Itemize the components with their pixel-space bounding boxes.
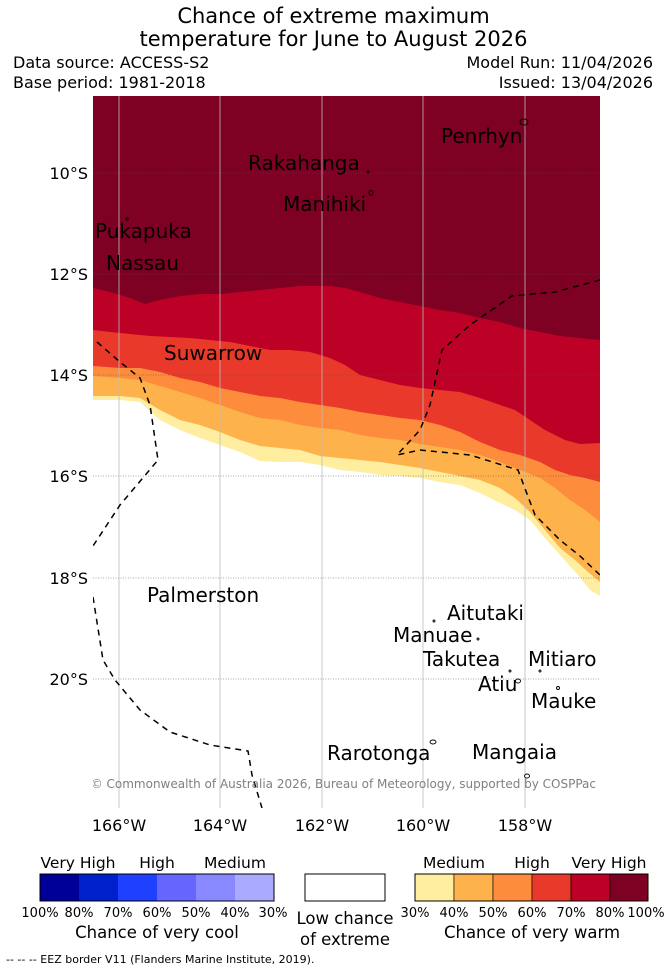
copyright-text: © Commonwealth of Australia 2026, Bureau… (91, 777, 596, 791)
legend-swatch (157, 874, 196, 901)
label-takutea: Takutea (422, 647, 500, 671)
lat-label: 14°S (49, 366, 88, 385)
lat-label: 20°S (49, 670, 88, 689)
base-period: Base period: 1981-2018 (13, 73, 206, 92)
legend-warm-label: Medium (423, 854, 485, 872)
lat-label: 18°S (49, 569, 88, 588)
legend-cool-pct: 40% (221, 906, 250, 921)
legend-cool-pct: 70% (104, 906, 133, 921)
island-markers (125, 118, 560, 779)
legend-warm-swatches (414, 873, 649, 902)
label-rarotonga: Rarotonga (327, 741, 430, 765)
legend-cool-label: Very High (40, 854, 115, 872)
title-line2: temperature for June to August 2026 (139, 27, 528, 51)
legend-cool-pct: 60% (143, 906, 172, 921)
legend-cool-pct: 100% (21, 906, 58, 921)
legend-swatch (79, 874, 118, 901)
data-source: Data source: ACCESS-S2 (13, 53, 210, 72)
lon-label: 164°W (193, 816, 248, 835)
legend-swatch (453, 873, 494, 902)
legend-warm-pct: 40% (440, 906, 469, 921)
label-penrhyn: Penrhyn (441, 124, 522, 148)
legend-swatch (492, 873, 533, 902)
place-labels: Penrhyn Rakahanga Manihiki Pukapuka Nass… (95, 124, 597, 765)
lon-label: 166°W (92, 816, 147, 835)
legend-swatch (196, 874, 235, 901)
legend-swatch (235, 874, 274, 901)
issued-date: Issued: 13/04/2026 (498, 73, 653, 92)
label-manuae: Manuae (393, 623, 472, 647)
legend-warm-pct: 60% (518, 906, 547, 921)
legend-cool-pct: 80% (65, 906, 94, 921)
legend-cool-caption: Chance of very cool (75, 923, 239, 942)
legend-cool-swatches (39, 873, 275, 902)
legend-warm-label: Very High (571, 854, 646, 872)
legend-warm-pct: 70% (557, 906, 586, 921)
legend-low-caption2: of extreme (300, 930, 390, 949)
legend-swatch (609, 873, 649, 902)
lat-gridlines (93, 172, 600, 680)
label-mitiaro: Mitiaro (528, 647, 597, 671)
legend-warm-pct: 100% (627, 906, 664, 921)
legend-cool-pct: 50% (182, 906, 211, 921)
label-pukapuka: Pukapuka (95, 219, 192, 243)
legend-warm-pct: 50% (479, 906, 508, 921)
legend-warm: Medium High Very High 30% 40% 50% 60% 70… (401, 854, 665, 942)
lat-label: 12°S (49, 265, 88, 284)
lat-labels: 10°S 12°S 14°S 16°S 18°S 20°S (49, 164, 88, 689)
title-line1: Chance of extreme maximum (177, 4, 490, 28)
legend-warm-pct: 30% (401, 906, 430, 921)
legend-cool-label: Medium (204, 854, 266, 872)
legend-cool-label: High (139, 854, 175, 872)
legend-low-swatch (304, 873, 386, 902)
legend-warm-pct: 80% (596, 906, 625, 921)
legend-swatch (414, 873, 455, 902)
legend-swatch (531, 873, 572, 902)
lon-label: 160°W (396, 816, 451, 835)
label-atiu: Atiu (478, 672, 517, 696)
model-run: Model Run: 11/04/2026 (466, 53, 654, 72)
map-plot-area: Penrhyn Rakahanga Manihiki Pukapuka Nass… (91, 96, 600, 808)
label-nassau: Nassau (106, 251, 179, 275)
label-suwarrow: Suwarrow (164, 341, 262, 365)
label-palmerston: Palmerston (147, 583, 259, 607)
eez-footer: -- -- -- EEZ border V11 (Flanders Marine… (6, 953, 314, 966)
legend-warm-label: High (514, 854, 550, 872)
label-rakahanga: Rakahanga (248, 151, 360, 175)
label-manihiki: Manihiki (283, 192, 366, 216)
legend-swatch (570, 873, 611, 902)
legend-warm-caption: Chance of very warm (444, 923, 620, 942)
lon-label: 162°W (295, 816, 350, 835)
lon-labels: 166°W 164°W 162°W 160°W 158°W (92, 816, 553, 835)
label-mauke: Mauke (531, 689, 596, 713)
legend-cool: Very High High Medium 100% 80% 70% 60% 5… (21, 854, 287, 942)
legend-swatch (118, 874, 157, 901)
legend-cool-pct: 30% (259, 906, 288, 921)
legend-swatch (40, 874, 79, 901)
eez-border (93, 279, 600, 808)
lat-label: 16°S (49, 467, 88, 486)
lon-label: 158°W (498, 816, 553, 835)
lon-gridlines (118, 96, 526, 808)
label-aitutaki: Aitutaki (447, 601, 524, 625)
legend-low: Low chance of extreme (296, 873, 394, 949)
lat-label: 10°S (49, 164, 88, 183)
legend-low-caption1: Low chance (296, 909, 393, 928)
label-mangaia: Mangaia (472, 740, 557, 764)
